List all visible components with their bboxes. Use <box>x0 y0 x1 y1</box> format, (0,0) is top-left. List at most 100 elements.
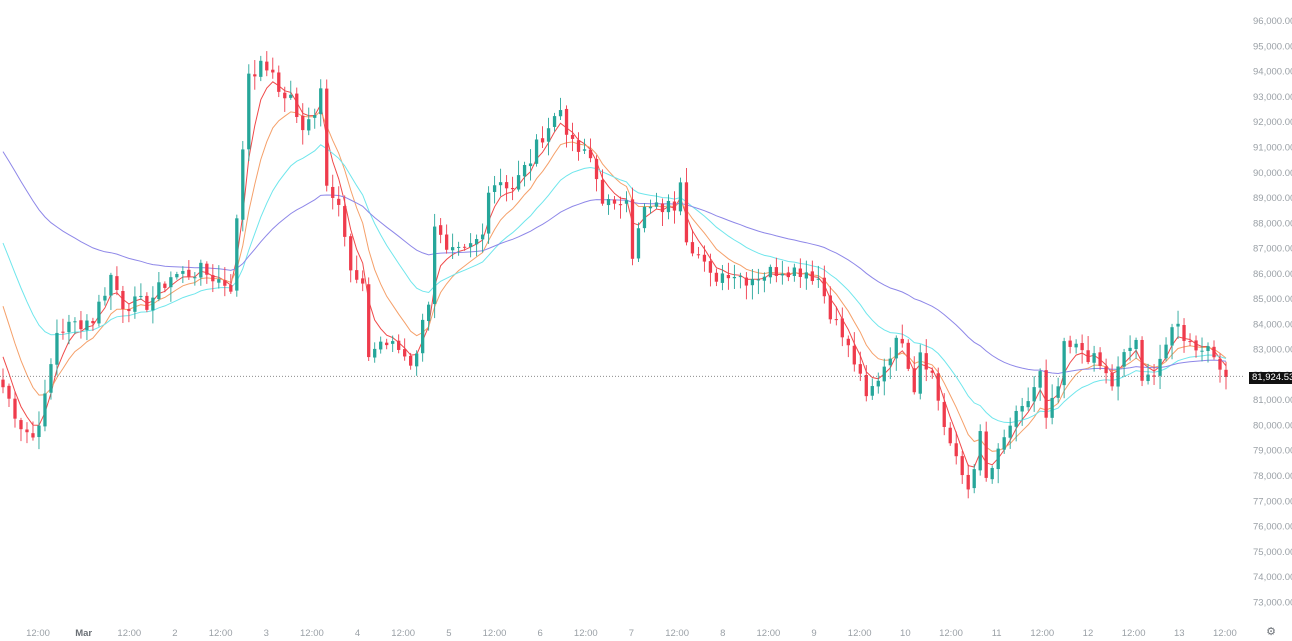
candle-body <box>277 72 281 92</box>
x-tick-label: 12:00 <box>665 628 689 639</box>
candle-body <box>415 353 419 367</box>
gear-icon[interactable]: ⚙ <box>1266 626 1276 638</box>
candle-body <box>840 318 844 338</box>
candle-body <box>331 186 335 198</box>
candle-body <box>307 119 311 131</box>
candle-body <box>289 94 293 98</box>
candle-body <box>780 273 785 276</box>
candle-body <box>1044 370 1048 418</box>
candle-body <box>624 200 629 204</box>
candle-body <box>211 275 215 282</box>
candle-body <box>918 352 922 394</box>
candle-body <box>1200 350 1204 352</box>
moving-average-line <box>2 151 1227 375</box>
candle-body <box>31 433 35 438</box>
x-tick-label: 11 <box>992 628 1002 639</box>
candle-body <box>588 149 593 159</box>
candle-body <box>738 276 743 278</box>
candle-body <box>253 74 257 77</box>
candle-body <box>67 321 71 333</box>
x-tick-label: 12 <box>1083 628 1094 639</box>
x-tick-label: 12:00 <box>300 628 324 639</box>
x-tick-label: 9 <box>811 628 816 639</box>
candle-body <box>1164 344 1168 359</box>
candle-body <box>558 110 563 117</box>
y-tick-label: 81,000.00 <box>1253 395 1292 406</box>
candle-body <box>73 321 77 323</box>
candle-body <box>462 246 467 248</box>
candle-body <box>1152 375 1156 377</box>
y-tick-label: 93,000.00 <box>1253 92 1292 103</box>
candle-body <box>241 149 245 220</box>
candle-body <box>1050 397 1054 418</box>
y-tick-label: 94,000.00 <box>1253 67 1292 78</box>
candle-body <box>990 467 994 480</box>
candle-body <box>906 342 910 369</box>
candle-body <box>217 279 221 283</box>
y-tick-label: 96,000.00 <box>1253 16 1292 27</box>
candle-body <box>1194 340 1198 351</box>
candle-body <box>1122 352 1126 367</box>
candle-body <box>504 182 509 189</box>
candle-body <box>984 431 988 478</box>
candle-body <box>1 379 5 388</box>
candle-body <box>528 163 533 167</box>
candle-body <box>121 291 125 309</box>
candle-body <box>7 385 11 399</box>
candle-body <box>948 427 952 444</box>
candle-body <box>498 182 503 186</box>
candle-body <box>49 364 53 393</box>
x-tick-label: 12:00 <box>574 628 598 639</box>
y-tick-label: 80,000.00 <box>1253 420 1292 431</box>
candle-body <box>606 199 611 206</box>
candle-body <box>349 236 353 271</box>
candle-body <box>540 138 545 143</box>
candle-body <box>846 338 850 346</box>
x-tick-label: 4 <box>355 628 360 639</box>
candle-body <box>660 203 665 213</box>
candle-body <box>774 267 779 276</box>
candle-body <box>235 218 239 291</box>
candle-body <box>924 353 928 370</box>
x-tick-label: 5 <box>446 628 451 639</box>
candle-body <box>756 279 761 281</box>
candle-body <box>25 429 29 433</box>
candle-body <box>1134 339 1138 350</box>
candle-body <box>714 272 719 282</box>
candle-body <box>355 270 359 280</box>
candle-body <box>163 283 167 288</box>
candle-body <box>61 331 65 333</box>
candle-body <box>732 276 737 279</box>
candle-body <box>612 199 617 204</box>
candle-body <box>912 368 916 393</box>
candle-body <box>427 304 431 322</box>
candle-body <box>888 358 892 366</box>
candle-body <box>750 279 755 286</box>
candle-body <box>930 370 934 373</box>
candle-body <box>972 469 976 489</box>
candle-body <box>858 364 862 374</box>
moving-average-line <box>2 110 1227 452</box>
candle-body <box>996 448 1000 470</box>
candle-body <box>1182 325 1186 341</box>
candle-body <box>13 398 17 419</box>
candle-body <box>816 278 820 280</box>
candle-body <box>1146 374 1150 382</box>
y-tick-label: 74,000.00 <box>1253 572 1292 583</box>
candle-body <box>1128 347 1132 351</box>
candle-body <box>1170 327 1174 346</box>
y-tick-label: 90,000.00 <box>1253 168 1292 179</box>
candle-body <box>271 69 275 73</box>
candle-body <box>828 295 832 320</box>
candle-body <box>954 443 958 457</box>
candle-body <box>361 278 365 284</box>
y-tick-label: 77,000.00 <box>1253 496 1292 507</box>
candle-body <box>55 332 59 365</box>
candle-body <box>666 200 671 213</box>
candle-body <box>127 309 131 312</box>
candle-body <box>79 320 83 330</box>
candle-body <box>421 319 425 354</box>
candle-body <box>882 366 886 382</box>
candle-body <box>115 276 119 290</box>
